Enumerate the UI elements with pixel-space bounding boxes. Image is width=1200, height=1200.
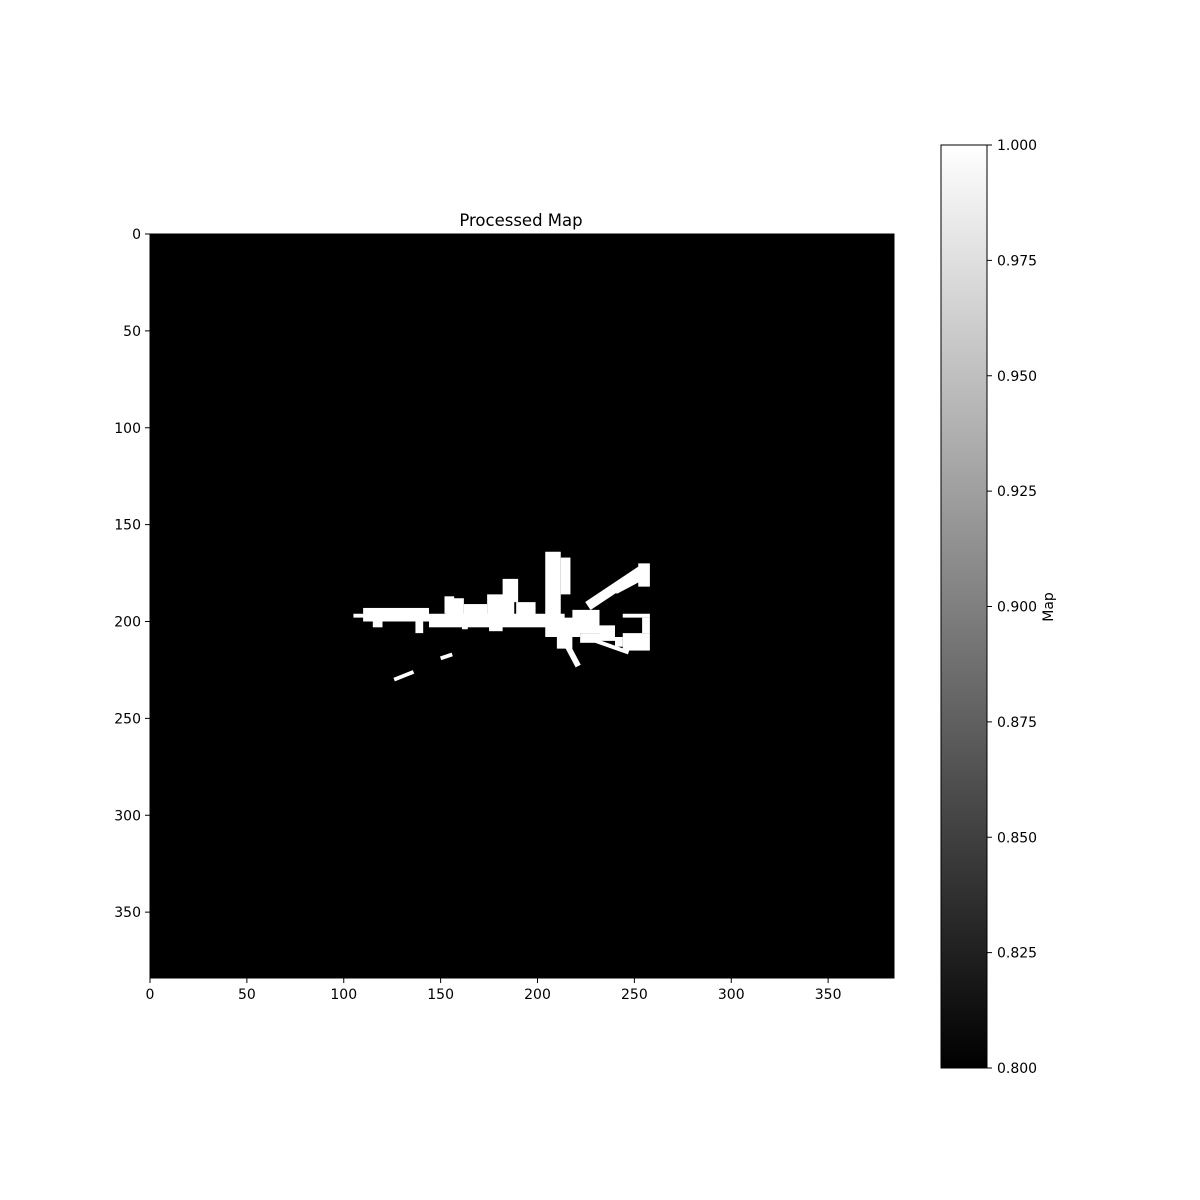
- x-tick-label: 0: [146, 987, 155, 1003]
- free-region-block-222: [580, 633, 600, 643]
- free-region-block-232: [599, 625, 615, 641]
- free-ray-diag-ray-east: [594, 639, 630, 655]
- x-tick-label: 250: [621, 987, 648, 1003]
- colorbar: 1.000 0.975 0.950 0.925 0.900 0.875 0.850 0.825…: [940, 138, 1057, 1077]
- y-axis: 0 50 100 150 200 250 300 350: [114, 227, 150, 921]
- y-tick-label: 200: [114, 615, 141, 631]
- y-tick-label: 50: [123, 324, 141, 340]
- colorbar-tick-label: 0.950: [997, 369, 1037, 385]
- free-region-east-post: [642, 617, 650, 634]
- free-region-block-162: [463, 604, 488, 616]
- free-region-stub-138: [415, 619, 424, 634]
- colorbar-tick-label: 1.000: [997, 138, 1037, 154]
- y-tick-label: 150: [114, 518, 141, 534]
- colorbar-tick-label: 0.850: [997, 830, 1037, 846]
- colorbar-tick-label: 0.975: [997, 253, 1037, 269]
- colorbar-tick-label: 0.875: [997, 715, 1037, 731]
- free-region-stub-175: [489, 623, 503, 632]
- free-region-stub-115: [372, 619, 383, 628]
- free-region-tower: [545, 551, 561, 618]
- plot-frame: [149, 233, 895, 979]
- free-region-tower-right: [560, 557, 571, 595]
- colorbar-tick-label: 0.800: [997, 1061, 1037, 1077]
- colorbar-tick-label: 0.900: [997, 600, 1037, 616]
- colorbar-tick-label: 0.925: [997, 484, 1037, 500]
- free-region-room-183: [502, 578, 519, 603]
- free-ray-diag-se: [558, 631, 581, 668]
- free-space-regions: [353, 551, 650, 682]
- free-region-west-corridor: [353, 613, 367, 618]
- y-tick-label: 250: [114, 711, 141, 727]
- colorbar-label: Map: [1041, 592, 1057, 622]
- free-region-corridor-main: [363, 607, 429, 622]
- chart-title: Processed Map: [459, 211, 582, 230]
- free-ray-diag-ray-sw: [440, 652, 453, 661]
- free-region-block-220: [572, 609, 600, 634]
- free-region-stub-240: [615, 637, 623, 647]
- free-region-east-strip: [622, 613, 650, 618]
- free-region-block-153: [446, 598, 464, 616]
- x-axis: 0 50 100 150 200 250 300 350: [146, 978, 842, 1003]
- x-tick-label: 50: [238, 987, 256, 1003]
- x-tick-label: 300: [718, 987, 745, 1003]
- y-tick-label: 300: [114, 808, 141, 824]
- y-tick-label: 350: [114, 905, 141, 921]
- colorbar-tick-label: 0.825: [997, 946, 1037, 962]
- colorbar-gradient: [940, 144, 988, 1069]
- free-ray-diag-ne2: [613, 571, 646, 594]
- y-tick-label: 100: [114, 421, 141, 437]
- x-tick-label: 100: [330, 987, 357, 1003]
- x-tick-label: 200: [524, 987, 551, 1003]
- x-tick-label: 150: [427, 987, 454, 1003]
- y-tick-label: 0: [132, 227, 141, 243]
- free-region-east-room: [622, 633, 650, 651]
- free-region-center-hub: [545, 617, 581, 637]
- free-ray-diag-ray-west: [393, 670, 415, 682]
- colorbar-ticks: 1.000 0.975 0.950 0.925 0.900 0.875 0.850 0.825…: [987, 138, 1037, 1077]
- x-tick-label: 350: [815, 987, 842, 1003]
- free-region-stub-162: [461, 621, 468, 630]
- free-region-block-190: [516, 602, 536, 620]
- plot-area: [149, 233, 895, 979]
